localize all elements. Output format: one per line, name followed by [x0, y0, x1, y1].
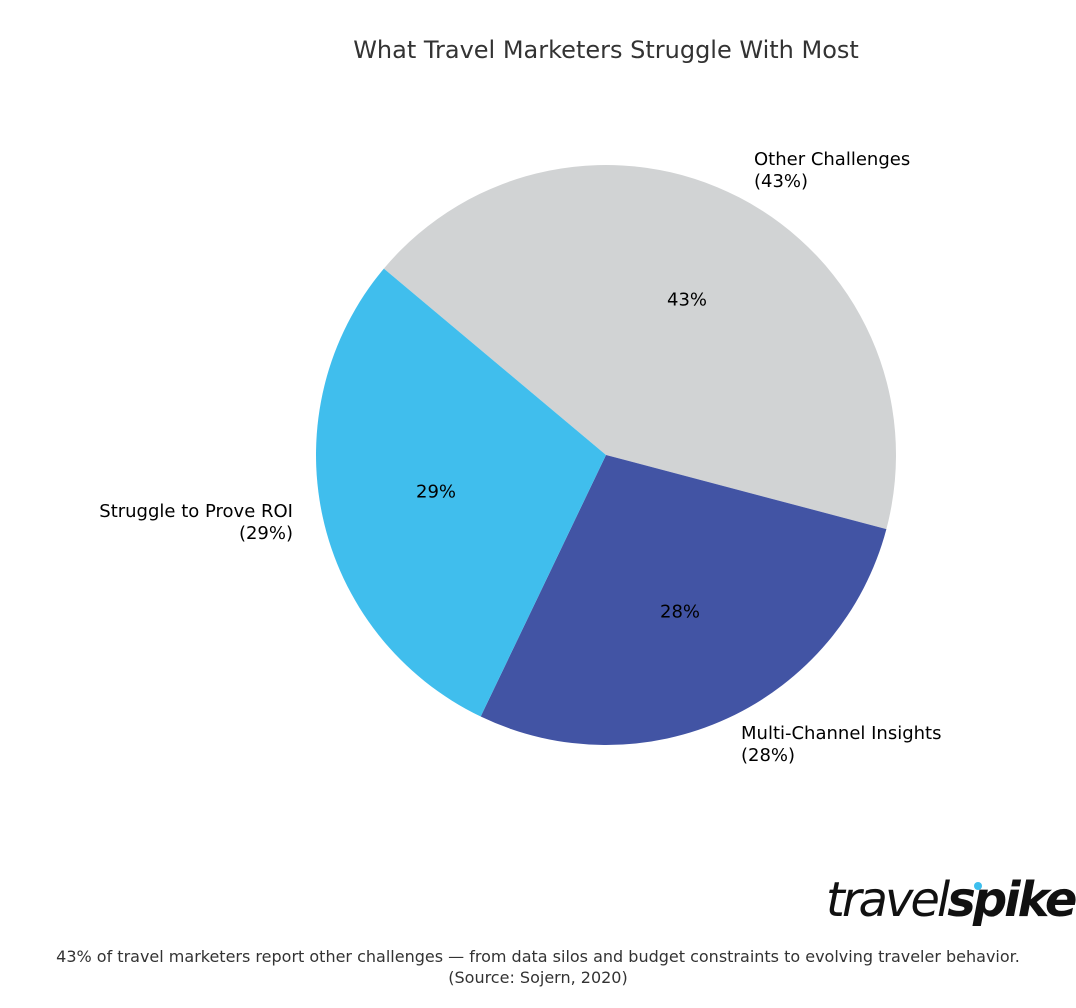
label-multi-channel-insights: Multi-Channel Insights (28%): [741, 723, 941, 767]
label-other-challenges: Other Challenges (43%): [754, 149, 910, 193]
label-name: Struggle to Prove ROI: [99, 501, 293, 522]
travelspike-logo: travelspike: [826, 870, 1076, 930]
logo-bold-text: spike: [947, 872, 1076, 928]
chart-caption: 43% of travel marketers report other cha…: [0, 946, 1076, 988]
slice-struggle-to-prove-roi: [316, 268, 606, 717]
slice-multi-channel-insights: [480, 455, 887, 745]
label-struggle-to-prove-roi: Struggle to Prove ROI (29%): [99, 501, 293, 545]
logo-bold-wrap: spike: [947, 872, 1076, 928]
logo-light-text: travel: [826, 872, 950, 928]
logo-dot-icon: [974, 882, 983, 890]
caption-source: (Source: Sojern, 2020): [448, 968, 628, 987]
slice-pct-multi: 28%: [659, 601, 701, 623]
label-name: Other Challenges: [754, 149, 911, 170]
label-pct: (43%): [754, 171, 809, 192]
chart-title: What Travel Marketers Struggle With Most: [353, 36, 859, 64]
slice-pct-other: 43%: [666, 289, 708, 311]
label-pct: (28%): [741, 745, 796, 766]
slice-other-challenges: [383, 165, 897, 530]
label-pct: (29%): [238, 523, 293, 544]
slice-pct-roi: 29%: [415, 481, 457, 503]
label-name: Multi-Channel Insights: [741, 723, 942, 744]
caption-line-1: 43% of travel marketers report other cha…: [56, 947, 1020, 966]
